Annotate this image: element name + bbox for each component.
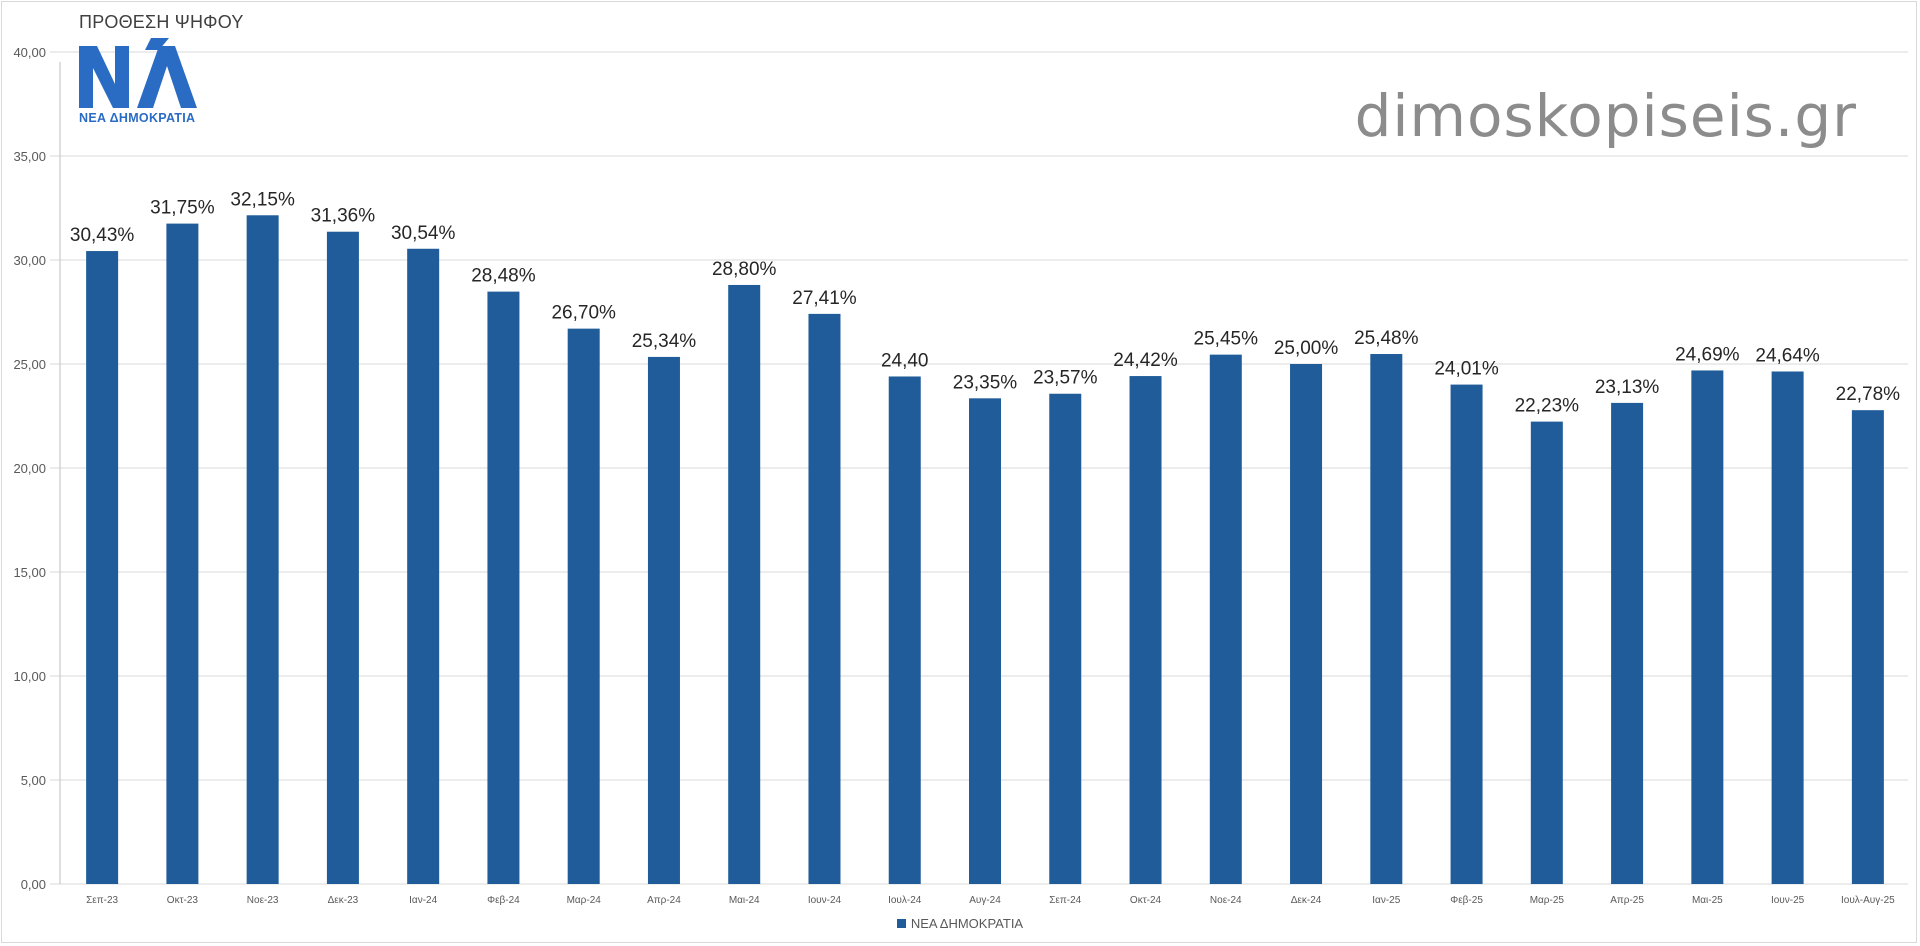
legend-swatch [896, 919, 906, 928]
x-tick-label: Φεβ-25 [1450, 895, 1483, 906]
y-tick-label: 10,00 [13, 669, 46, 684]
x-tick-label: Απρ-25 [1610, 895, 1644, 906]
party-logo: ΝΕΑ ΔΗΜΟΚΡΑΤΙΑ [79, 38, 209, 128]
data-label: 22,78% [1836, 384, 1901, 405]
y-tick-label: 20,00 [13, 461, 46, 476]
bar [888, 376, 921, 884]
x-tick-label: Ιουν-25 [1771, 895, 1805, 906]
x-tick-label: Φεβ-24 [487, 895, 520, 906]
bar [1129, 376, 1162, 884]
bar [246, 215, 279, 884]
x-tick-label: Νοε-23 [247, 895, 279, 906]
data-label: 23,13% [1595, 377, 1660, 398]
y-tick-label: 30,00 [13, 253, 46, 268]
x-tick-label: Ιουλ-24 [888, 895, 922, 906]
watermark: dimoskopiseis.gr [1354, 82, 1857, 150]
y-tick-label: 15,00 [13, 565, 46, 580]
bar [1611, 402, 1644, 884]
nd-logo-icon [79, 38, 197, 108]
bar [647, 356, 680, 885]
bar [166, 223, 199, 885]
chart-title: ΠΡΟΘΕΣΗ ΨΗΦΟΥ [79, 12, 244, 32]
data-label: 25,48% [1354, 328, 1419, 349]
bar [1370, 354, 1403, 884]
legend-label: ΝΕΑ ΔΗΜΟΚΡΑΤΙΑ [910, 916, 1024, 931]
x-tick-label: Μαι-24 [729, 895, 760, 906]
logo-text: ΝΕΑ ΔΗΜΟΚΡΑΤΙΑ [79, 111, 196, 125]
data-label: 24,01% [1434, 359, 1499, 380]
data-label: 30,43% [70, 225, 135, 246]
bar [1530, 421, 1563, 884]
bar [1771, 371, 1804, 884]
data-label: 22,23% [1515, 396, 1580, 417]
data-label: 31,75% [150, 198, 215, 219]
bar [1290, 364, 1323, 884]
bar [567, 328, 600, 884]
bar [808, 313, 841, 884]
y-tick-label: 40,00 [13, 45, 46, 60]
x-tick-label: Μαι-25 [1692, 895, 1723, 906]
x-tick-label: Δεκ-24 [1291, 895, 1322, 906]
x-tick-label: Οκτ-24 [1130, 895, 1162, 906]
x-tick-label: Ιουλ-Αυγ-25 [1841, 895, 1895, 906]
data-label: 24,69% [1675, 344, 1740, 365]
data-label: 23,35% [953, 372, 1018, 393]
data-label: 26,70% [551, 303, 616, 324]
x-tick-label: Νοε-24 [1210, 895, 1242, 906]
data-label: 23,57% [1033, 368, 1098, 389]
x-tick-label: Ιαν-24 [409, 895, 437, 906]
bar [1209, 354, 1242, 884]
bar [1450, 384, 1483, 884]
bar [487, 291, 520, 885]
bar [969, 398, 1001, 884]
bar [1851, 410, 1884, 884]
data-label: 27,41% [792, 288, 857, 309]
data-label: 24,64% [1755, 345, 1820, 366]
x-tick-label: Μαρ-25 [1530, 895, 1565, 906]
x-tick-label: Ιουν-24 [808, 895, 842, 906]
bar [1691, 370, 1724, 884]
x-tick-label: Οκτ-23 [167, 895, 199, 906]
data-label: 28,80% [712, 259, 777, 280]
x-tick-label: Μαρ-24 [567, 895, 602, 906]
x-tick-label: Ιαν-25 [1372, 895, 1400, 906]
data-label: 25,00% [1274, 338, 1339, 359]
data-label: 25,45% [1194, 329, 1259, 350]
data-label: 32,15% [230, 189, 295, 210]
x-tick-label: Σεπ-23 [86, 895, 118, 906]
bar [1049, 393, 1082, 884]
bar [728, 284, 761, 885]
data-label: 24,40 [881, 350, 929, 371]
y-tick-label: 0,00 [21, 877, 46, 892]
x-tick-label: Αυγ-24 [969, 895, 1001, 906]
legend: ΝΕΑ ΔΗΜΟΚΡΑΤΙΑ [0, 916, 1920, 931]
bar [326, 231, 359, 884]
y-tick-label: 35,00 [13, 149, 46, 164]
y-tick-label: 25,00 [13, 357, 46, 372]
data-label: 30,54% [391, 223, 456, 244]
data-label: 31,36% [311, 206, 376, 227]
x-tick-label: Δεκ-23 [328, 895, 359, 906]
data-label: 28,48% [471, 266, 536, 287]
y-tick-label: 5,00 [21, 773, 46, 788]
bar [407, 248, 440, 884]
bar [86, 251, 119, 884]
data-label: 24,42% [1113, 350, 1178, 371]
data-label: 25,34% [632, 331, 697, 352]
x-tick-label: Απρ-24 [647, 895, 681, 906]
x-tick-label: Σεπ-24 [1049, 895, 1081, 906]
